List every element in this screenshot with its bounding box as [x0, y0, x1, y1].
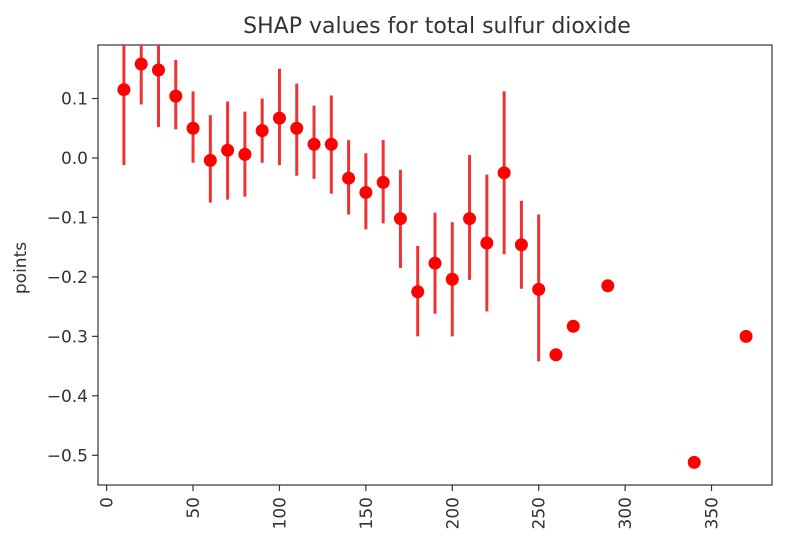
data-point: [687, 455, 701, 469]
data-point: [117, 83, 131, 97]
data-point: [359, 185, 373, 199]
data-point: [739, 329, 753, 343]
data-point: [203, 153, 217, 167]
x-tick-label: 150: [357, 497, 377, 529]
data-point: [238, 147, 252, 161]
data-point: [480, 236, 494, 250]
data-point: [393, 212, 407, 226]
y-tick-label: −0.1: [47, 208, 88, 228]
data-point: [290, 121, 304, 135]
data-point: [411, 285, 425, 299]
data-point: [497, 166, 511, 180]
y-tick-label: 0.0: [61, 149, 88, 169]
data-point: [272, 111, 286, 125]
data-point: [601, 279, 615, 293]
x-tick-label: 0: [98, 497, 118, 508]
data-point: [566, 319, 580, 333]
y-tick-label: −0.4: [47, 387, 88, 407]
data-point: [514, 238, 528, 252]
x-tick-label: 250: [530, 497, 550, 529]
x-tick-label: 100: [270, 497, 290, 529]
data-point: [151, 63, 165, 77]
data-point: [428, 256, 442, 270]
y-tick-label: −0.3: [47, 327, 88, 347]
data-point: [255, 124, 269, 138]
data-point: [445, 272, 459, 286]
plot-frame: [97, 44, 773, 486]
y-tick-label: 0.1: [61, 90, 88, 110]
data-point: [342, 171, 356, 185]
data-point: [463, 212, 477, 226]
x-tick-label: 300: [616, 497, 636, 529]
y-tick-label: −0.2: [47, 268, 88, 288]
data-point: [324, 137, 338, 151]
data-point: [307, 137, 321, 151]
data-point: [134, 57, 148, 71]
x-tick-label: 50: [184, 497, 204, 519]
plot-area: 0.1 0.0 −0.1 −0.2 −0.3 −0.4 −0.5 0 50 100 150 200 25…: [47, 44, 773, 529]
data-point: [221, 143, 235, 157]
data-point: [376, 175, 390, 189]
y-axis-label: points: [11, 242, 31, 294]
x-tick-label: 200: [443, 497, 463, 529]
y-tick-label: −0.5: [47, 446, 88, 466]
data-point: [532, 282, 546, 296]
data-point: [549, 348, 563, 362]
x-tick-label: 350: [703, 497, 723, 529]
chart-title: SHAP values for total sulfur dioxide: [243, 14, 631, 39]
data-point: [169, 89, 183, 103]
data-point: [186, 121, 200, 135]
